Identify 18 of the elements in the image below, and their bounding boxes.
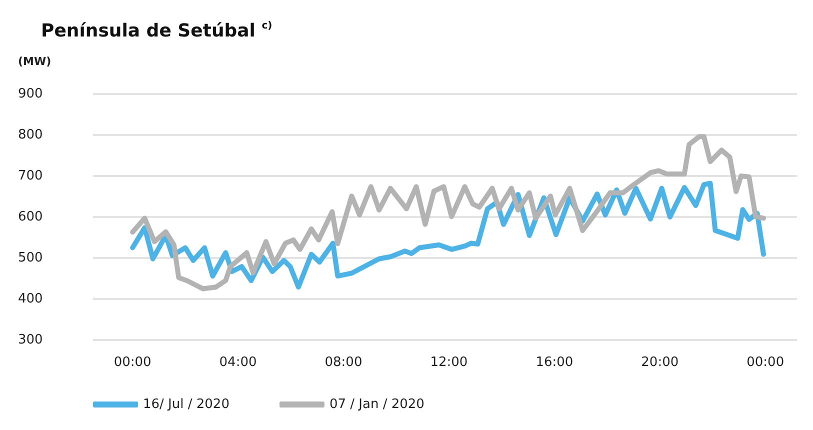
y-tick-label: 600 <box>18 210 43 224</box>
y-tick-label: 500 <box>18 250 43 266</box>
y-tick-label: 400 <box>18 292 43 306</box>
chart-title: Península de Setúbal c) <box>41 20 272 42</box>
x-tick-label: 12:00 <box>430 355 468 370</box>
y-axis-title: (MW) <box>18 55 52 68</box>
legend-label: 07 / Jan / 2020 <box>329 397 424 412</box>
x-tick-label: 16:00 <box>536 355 574 370</box>
x-tick-label: 00:00 <box>746 355 784 370</box>
x-tick-label: 00:00 <box>114 355 152 370</box>
x-tick-label: 04:00 <box>219 355 257 370</box>
legend-label: 16/ Jul / 2020 <box>143 397 230 412</box>
y-tick-label: 800 <box>18 128 43 142</box>
x-tick-label: 20:00 <box>641 355 679 370</box>
y-tick-label: 300 <box>18 332 43 348</box>
x-tick-label: 08:00 <box>324 355 362 370</box>
y-tick-label: 900 <box>18 86 43 102</box>
y-tick-label: 700 <box>18 168 43 184</box>
